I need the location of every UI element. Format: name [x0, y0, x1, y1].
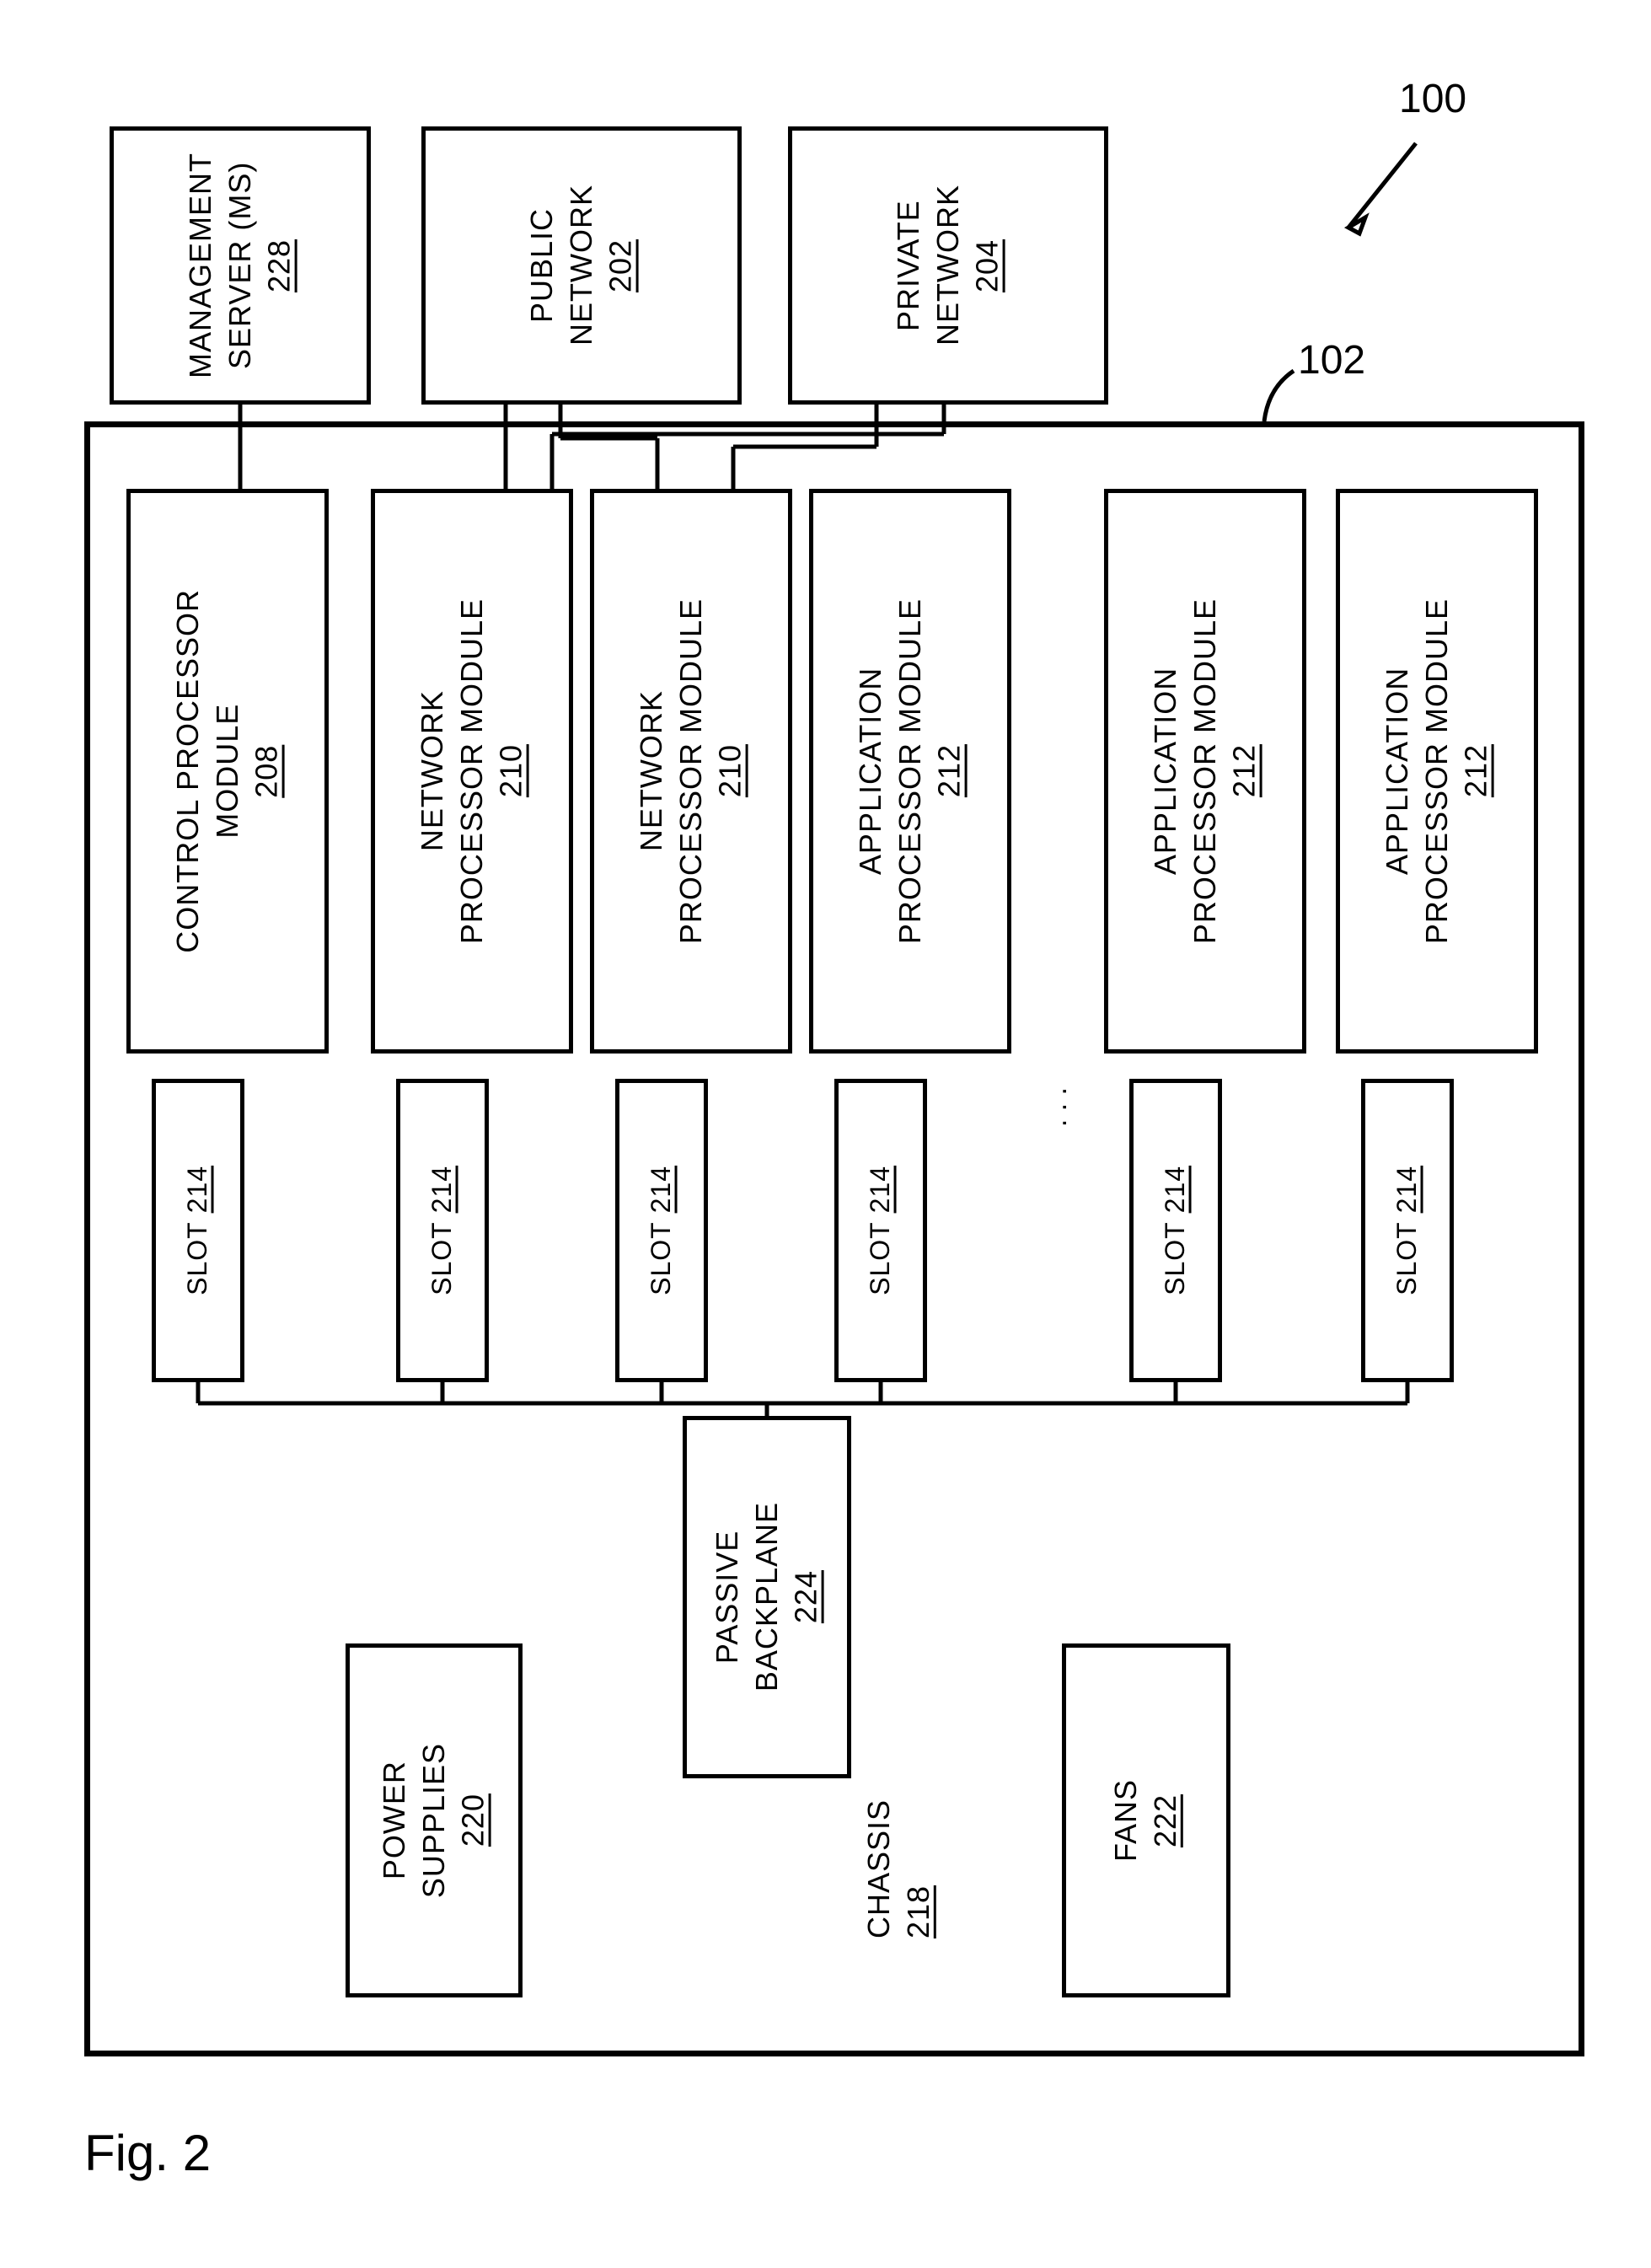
network-processor-module-2: NETWORK PROCESSOR MODULE 210 [590, 489, 792, 1054]
ref-100: 100 [1399, 76, 1466, 122]
application-processor-module-1: APPLICATION PROCESSOR MODULE 212 [809, 489, 1011, 1054]
power-l2: SUPPLIES [416, 1743, 451, 1898]
apm2-l1: APPLICATION [1148, 668, 1182, 875]
apm3-num: 212 [1458, 744, 1493, 797]
apm1-l1: APPLICATION [853, 668, 887, 875]
backplane-l1: PASSIVE [710, 1531, 744, 1664]
apm1-num: 212 [931, 744, 966, 797]
slot3-num: 214 [646, 1166, 676, 1213]
network-processor-module-1: NETWORK PROCESSOR MODULE 210 [371, 489, 573, 1054]
backplane-num: 224 [788, 1570, 823, 1623]
power-supplies: POWER SUPPLIES 220 [346, 1643, 523, 1997]
slot5-num: 214 [1160, 1166, 1190, 1213]
apm1-l2: PROCESSOR MODULE [893, 598, 927, 944]
chassis-side: CHASSIS [861, 1799, 896, 1938]
slot6-l1: SLOT [1391, 1221, 1422, 1295]
backplane-l2: BACKPLANE [749, 1502, 784, 1692]
npm1-l2: PROCESSOR MODULE [454, 598, 489, 944]
power-num: 220 [455, 1793, 490, 1847]
passive-backplane: PASSIVE BACKPLANE 224 [683, 1416, 851, 1778]
apm2-l2: PROCESSOR MODULE [1187, 598, 1222, 944]
public-l1: PUBLIC NETWORK [524, 185, 598, 346]
slot4-l1: SLOT [865, 1221, 895, 1295]
slot1-num: 214 [182, 1166, 212, 1213]
cpm-l1: CONTROL PROCESSOR [170, 589, 205, 953]
private-num: 204 [969, 239, 1004, 292]
diagram-root: 100 102 MANAGEMENT SERVER (MS) 228 PUBLI… [34, 34, 1618, 2225]
private-l1: PRIVATE NETWORK [891, 185, 965, 346]
slot-4: SLOT 214 [834, 1079, 927, 1382]
public-num: 202 [603, 239, 637, 292]
fans: FANS 222 [1062, 1643, 1230, 1997]
slot-1: SLOT 214 [152, 1079, 244, 1382]
apm3-l2: PROCESSOR MODULE [1419, 598, 1454, 944]
chassis-num: 218 [901, 1885, 935, 1938]
management-server-box: MANAGEMENT SERVER (MS) 228 [110, 126, 371, 405]
apm3-l1: APPLICATION [1380, 668, 1414, 875]
ellipsis: . . . [1041, 1087, 1074, 1127]
npm1-num: 210 [493, 744, 528, 797]
cpm-num: 208 [249, 744, 283, 797]
slot4-num: 214 [865, 1166, 895, 1213]
slot1-l1: SLOT [182, 1221, 212, 1295]
application-processor-module-2: APPLICATION PROCESSOR MODULE 212 [1104, 489, 1306, 1054]
fans-num: 222 [1148, 1793, 1182, 1847]
slot6-num: 214 [1391, 1166, 1422, 1213]
mgmt-l1: MANAGEMENT [183, 153, 217, 378]
slot-5: SLOT 214 [1129, 1079, 1222, 1382]
npm2-l1: NETWORK [634, 691, 668, 852]
slot2-num: 214 [426, 1166, 457, 1213]
npm1-l1: NETWORK [415, 691, 449, 852]
fans-l1: FANS [1108, 1779, 1143, 1862]
power-l1: POWER [377, 1761, 411, 1880]
ref-102: 102 [1298, 337, 1365, 383]
slot-3: SLOT 214 [615, 1079, 708, 1382]
figure-label: Fig. 2 [84, 2124, 211, 2182]
control-processor-module: CONTROL PROCESSOR MODULE 208 [126, 489, 329, 1054]
public-network-box: PUBLIC NETWORK 202 [421, 126, 742, 405]
application-processor-module-3: APPLICATION PROCESSOR MODULE 212 [1336, 489, 1538, 1054]
cpm-l2: MODULE [210, 704, 244, 839]
npm2-l2: PROCESSOR MODULE [673, 598, 708, 944]
slot2-l1: SLOT [426, 1221, 457, 1295]
slot-6: SLOT 214 [1361, 1079, 1454, 1382]
npm2-num: 210 [712, 744, 747, 797]
private-network-box: PRIVATE NETWORK 204 [788, 126, 1108, 405]
mgmt-num: 228 [261, 239, 296, 292]
chassis-label-group: CHASSIS 218 [860, 1799, 939, 1938]
slot-2: SLOT 214 [396, 1079, 489, 1382]
mgmt-l2: SERVER (MS) [222, 162, 257, 369]
apm2-num: 212 [1226, 744, 1261, 797]
slot5-l1: SLOT [1160, 1221, 1190, 1295]
slot3-l1: SLOT [646, 1221, 676, 1295]
